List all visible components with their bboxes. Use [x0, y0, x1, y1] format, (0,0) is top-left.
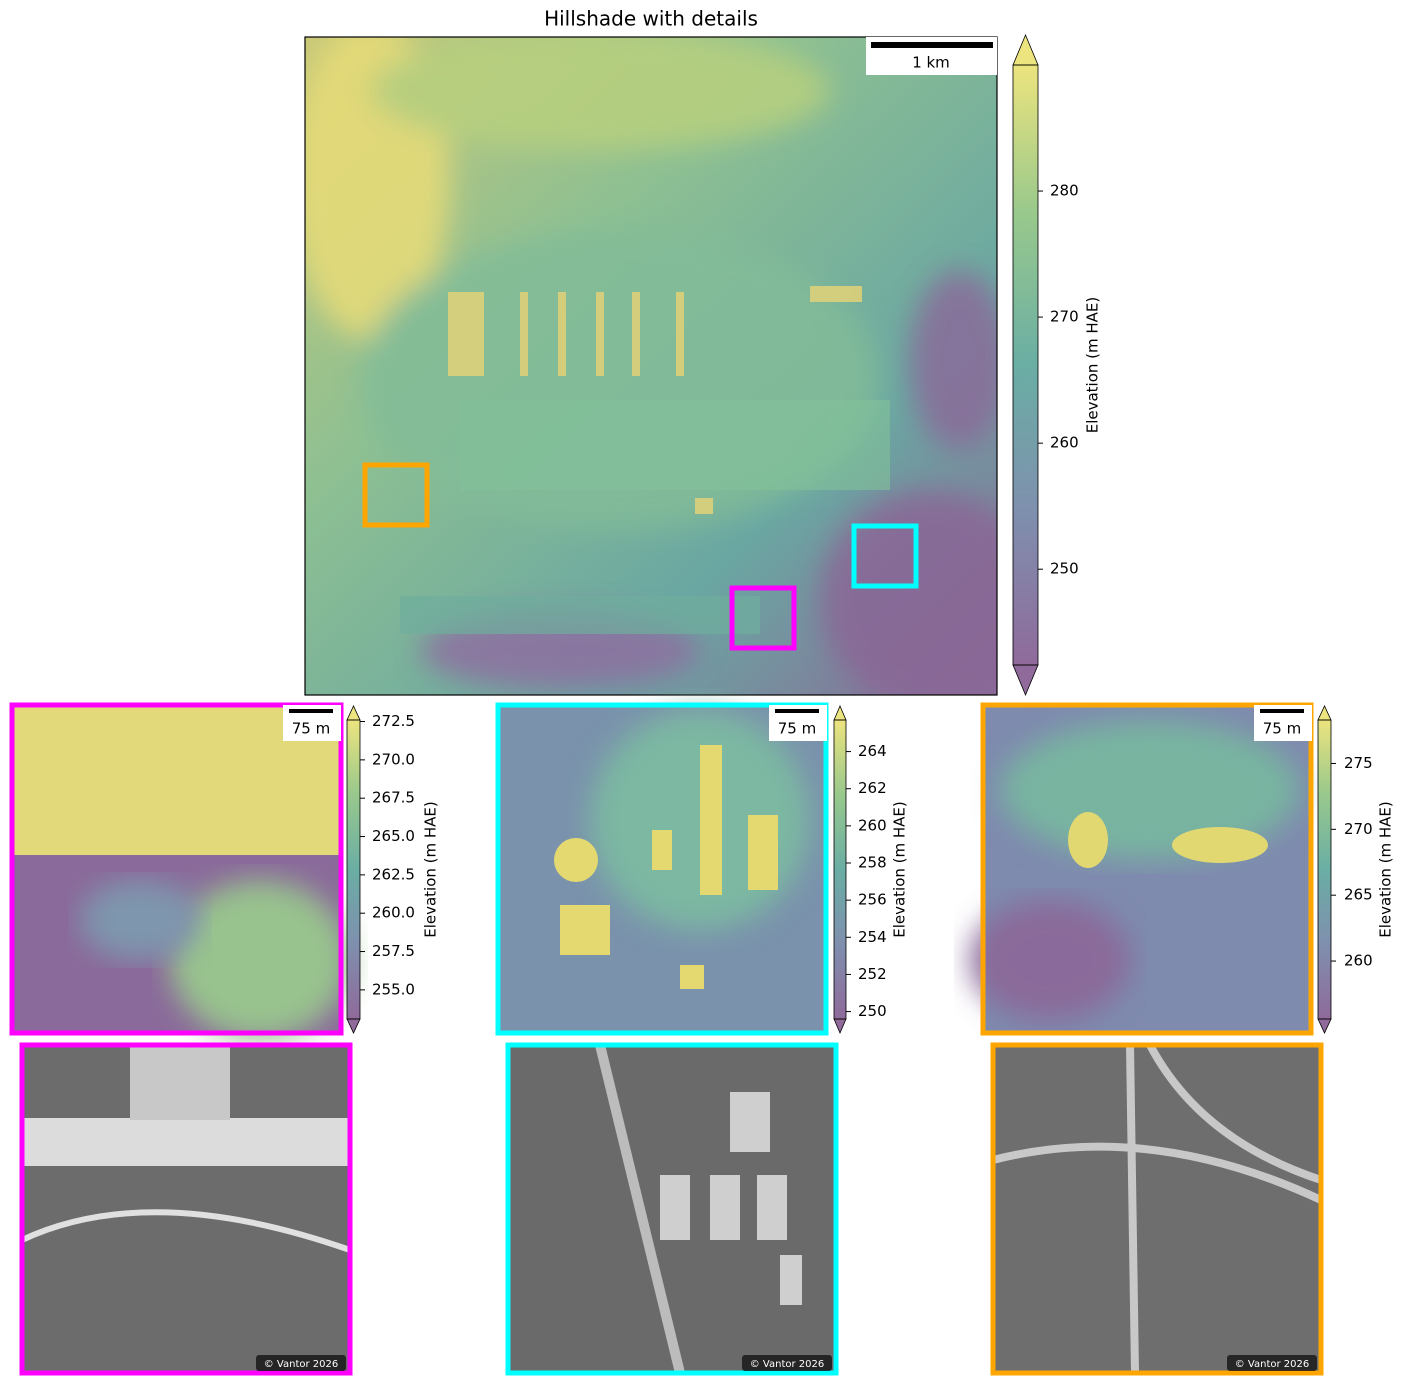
- main-map: [305, 37, 997, 695]
- tick-label: 262.5: [372, 865, 415, 883]
- photo-magenta: [19, 1042, 353, 1376]
- tick-label: 272.5: [372, 712, 415, 730]
- tick-label: 260.0: [372, 904, 415, 922]
- credit: © Vantor 2026: [1235, 1359, 1310, 1370]
- credit-box: [256, 1355, 346, 1371]
- scale-label: 75 m: [778, 720, 816, 738]
- tick-label: 270.0: [372, 750, 415, 768]
- tick-label: 260: [1050, 434, 1079, 452]
- tick-label: 252: [858, 965, 887, 983]
- colorbar-label: Elevation (m HAE): [891, 801, 909, 938]
- colorbar-frame: [1012, 64, 1039, 666]
- inset-cyan: [495, 702, 829, 1036]
- colorbar-frame: [1317, 719, 1332, 1020]
- colorbar-extend: [833, 1018, 847, 1035]
- map-frame: [304, 36, 998, 696]
- colorbar-extend: [1317, 1018, 1332, 1034]
- scale-label: 1 km: [912, 54, 950, 72]
- tick-label: 265: [1344, 886, 1373, 904]
- credit: © Vantor 2026: [750, 1359, 825, 1370]
- scale-bar: [775, 709, 819, 713]
- tick-label: 270: [1050, 308, 1079, 326]
- colorbar-label: Elevation (m HAE): [1084, 297, 1102, 434]
- credit: © Vantor 2026: [264, 1359, 339, 1370]
- colorbar-extend: [1012, 664, 1039, 697]
- colorbar-extend: [346, 705, 361, 721]
- tick-label: 258: [858, 854, 887, 872]
- colorbar: [834, 720, 846, 1019]
- scale-label: 75 m: [1263, 720, 1301, 738]
- tick-label: 264: [858, 742, 887, 760]
- scale-bar: [1260, 709, 1304, 713]
- tick-label: 262: [858, 779, 887, 797]
- tick-label: 254: [858, 928, 887, 946]
- photo-orange: [990, 1042, 1324, 1376]
- colorbar-label: Elevation (m HAE): [422, 801, 440, 938]
- tick-label: 255.0: [372, 980, 415, 998]
- colorbar-extend: [1317, 705, 1332, 721]
- tick-label: 260: [1344, 952, 1373, 970]
- tick-label: 250: [858, 1002, 887, 1020]
- colorbar-extend: [833, 704, 847, 721]
- tick-label: 257.5: [372, 942, 415, 960]
- colorbar-frame: [833, 719, 847, 1020]
- title: Hillshade with details: [544, 7, 758, 31]
- credit-box: [742, 1355, 832, 1371]
- colorbar: [347, 720, 360, 1019]
- tick-label: 275: [1344, 754, 1373, 772]
- scale-bar: [289, 709, 333, 713]
- colorbar: [1318, 720, 1331, 1019]
- tick-label: 267.5: [372, 789, 415, 807]
- tick-label: 260: [858, 816, 887, 834]
- colorbar-frame: [346, 719, 361, 1020]
- colorbar-extend: [1012, 33, 1039, 66]
- inset-magenta: [9, 702, 350, 1040]
- tick-label: 256: [858, 891, 887, 909]
- tick-label: 265.0: [372, 827, 415, 845]
- scale-label: 75 m: [292, 720, 330, 738]
- inset-orange: [970, 702, 1314, 1036]
- tick-label: 250: [1050, 560, 1079, 578]
- credit-box: [1227, 1355, 1317, 1371]
- detail-frames: [362, 462, 919, 651]
- colorbar: [1013, 65, 1038, 665]
- tick-label: 280: [1050, 182, 1079, 200]
- colorbar-extend: [346, 1018, 361, 1034]
- scale-bar: [871, 42, 993, 48]
- tick-label: 270: [1344, 820, 1373, 838]
- photo-cyan: [505, 1042, 839, 1376]
- colorbar-label: Elevation (m HAE): [1377, 801, 1395, 938]
